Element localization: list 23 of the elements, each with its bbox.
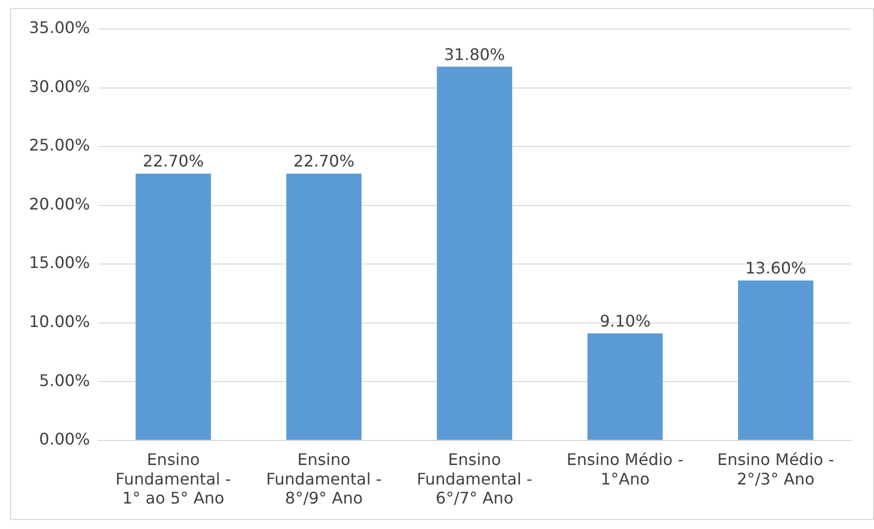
x-tick-label: Ensino Fundamental - 1° ao 5° Ano xyxy=(116,450,232,508)
bar xyxy=(436,66,512,440)
y-tick-label: 5.00% xyxy=(39,370,90,390)
x-tick-label: Ensino Fundamental - 6°/7° Ano xyxy=(416,450,532,508)
data-label: 13.60% xyxy=(745,258,806,278)
x-tick-label: Ensino Médio - 2°/3° Ano xyxy=(717,450,834,488)
y-tick-label: 25.00% xyxy=(28,136,90,155)
y-tick-label: 35.00% xyxy=(28,18,90,38)
bar xyxy=(587,333,663,440)
x-tick-label: Ensino Fundamental - 8°/9° Ano xyxy=(266,450,382,508)
bar xyxy=(738,280,814,440)
x-tick-label: Ensino Médio - 1°Ano xyxy=(566,450,684,488)
bar xyxy=(136,174,211,440)
bar xyxy=(286,174,362,440)
data-label: 22.70% xyxy=(293,152,354,171)
data-label: 31.80% xyxy=(444,44,506,64)
data-label: 9.10% xyxy=(600,312,651,331)
data-label: 22.70% xyxy=(142,152,204,171)
y-tick-label: 0.00% xyxy=(39,430,90,449)
y-tick-label: 10.00% xyxy=(28,312,90,332)
y-tick-label: 30.00% xyxy=(28,76,90,96)
y-tick-label: 20.00% xyxy=(28,194,90,214)
y-tick-label: 15.00% xyxy=(28,253,90,272)
